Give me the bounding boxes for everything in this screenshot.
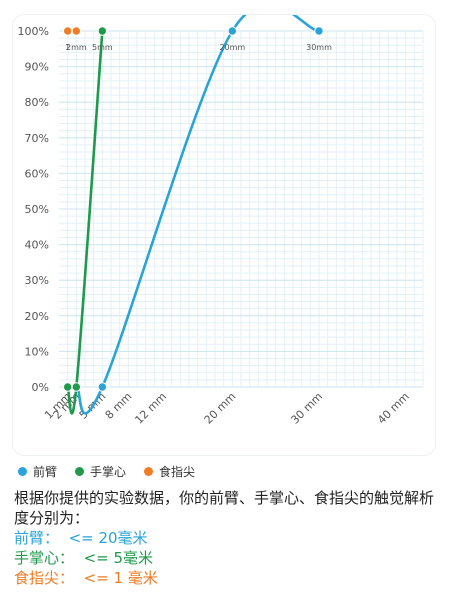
summary-intro: 根据你提供的实验数据，你的前臂、手掌心、食指尖的触觉解析度分别为： [14,489,435,527]
y-tick-label: 10% [25,345,49,358]
legend-item-forearm[interactable]: 前臂 [18,463,57,480]
summary-row-palm: 手掌心： <= 5毫米 [14,548,438,568]
data-point-palm [71,382,82,392]
x-tick-label: 8 mm [103,390,135,422]
y-tick-label: 40% [25,239,49,252]
y-tick-label: 90% [25,61,49,74]
chart-legend: 前臂 手掌心 食指尖 [18,462,213,480]
y-tick-label: 70% [25,132,49,145]
chart-card: 0% 10% 20% 30% 40% 50% 60% 70% 80% 90% 100% 1 mm 2 m… [12,14,436,456]
data-label-forearm: 30mm [306,43,332,52]
legend-item-fingertip[interactable]: 食指尖 [144,463,195,480]
summary-label-palm: 手掌心： [14,549,75,567]
data-point-fingertip [62,26,73,36]
x-tick-label: 12 mm [132,390,169,427]
legend-marker-forearm [18,466,27,476]
legend-item-palm[interactable]: 手掌心 [75,463,126,480]
summary-value-forearm: <= 20毫米 [68,529,148,547]
legend-marker-palm [75,466,85,476]
y-tick-label: 100% [18,25,49,38]
summary-row-fingertip: 食指尖： <= 1 毫米 [14,568,438,588]
data-point-forearm [227,26,238,36]
data-label-fingertip: 2mm [66,43,87,52]
data-label-forearm: 20mm [219,43,245,52]
legend-label-palm: 手掌心 [90,464,127,479]
legend-marker-fingertip [144,466,154,476]
y-tick-label: 0% [32,381,49,394]
legend-label-forearm: 前臂 [33,464,58,479]
y-tick-label: 30% [25,274,49,287]
series-line-palm [66,29,104,415]
data-point-palm [97,26,108,36]
y-tick-label: 60% [25,167,49,180]
x-tick-label: 40 mm [375,390,412,427]
resolution-chart: 0%10%20%30%40%50%60%70%80%90%100%1 mm2 m… [18,15,424,427]
x-tick-label: 20 mm [202,390,239,427]
summary-label-forearm: 前臂： [14,529,60,547]
data-label-fingertip: 1 [65,43,70,52]
x-tick-label: 30 mm [288,390,325,427]
result-summary: 根据你提供的实验数据，你的前臂、手掌心、食指尖的触觉解析度分别为： 前臂： <=… [14,488,438,588]
summary-value-fingertip: <= 1 毫米 [83,569,158,587]
summary-label-fingertip: 食指尖： [14,569,75,587]
data-point-fingertip [71,26,82,36]
data-label-palm: 5mm [92,43,113,52]
summary-value-palm: <= 5毫米 [83,549,154,567]
summary-row-forearm: 前臂： <= 20毫米 [14,528,438,548]
data-point-palm [62,382,73,392]
series-line-forearm [66,15,321,415]
data-point-forearm [97,382,108,392]
y-tick-label: 20% [25,310,49,323]
y-tick-label: 50% [25,203,49,216]
y-tick-label: 80% [25,96,49,109]
legend-label-fingertip: 食指尖 [159,464,196,479]
data-point-forearm [314,26,324,36]
